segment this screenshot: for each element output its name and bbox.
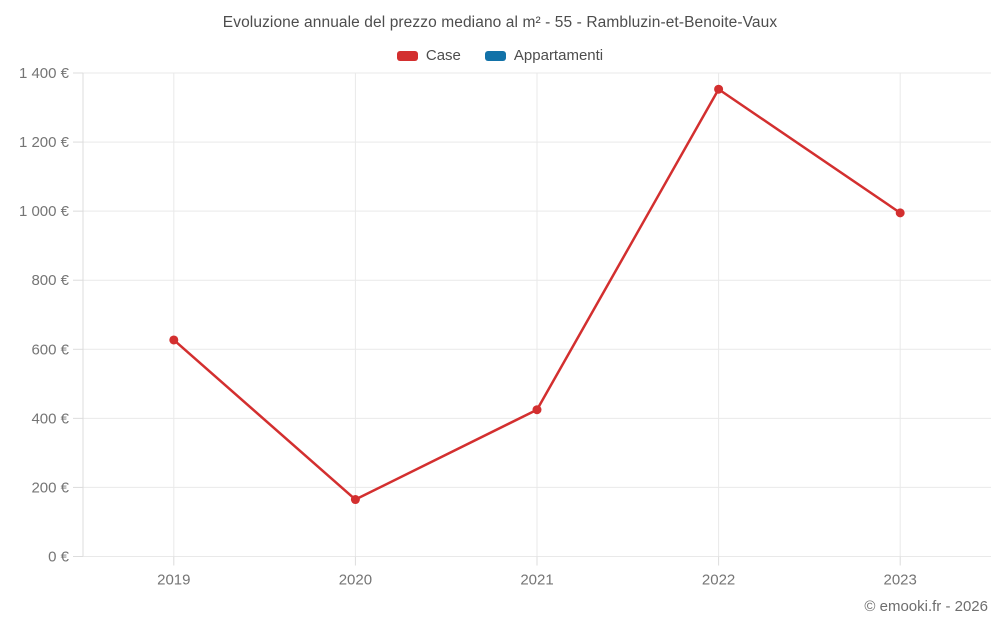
data-point[interactable] xyxy=(350,495,360,505)
legend-label-case: Case xyxy=(425,47,461,64)
y-tick-label: 1 400 € xyxy=(19,65,70,82)
y-tick-label: 1 200 € xyxy=(19,134,70,151)
data-point[interactable] xyxy=(714,84,724,94)
legend-item-case[interactable]: Case xyxy=(396,47,461,64)
x-tick-label: 2022 xyxy=(702,572,735,589)
legend-label-appartamenti: Appartamenti xyxy=(513,47,604,64)
chart-legend: Case Appartamenti xyxy=(0,47,1000,64)
x-tick-label: 2020 xyxy=(339,572,372,589)
y-tick-label: 800 € xyxy=(31,272,69,289)
case-swatch-icon xyxy=(396,50,418,61)
y-tick-label: 400 € xyxy=(31,410,69,427)
appartamenti-swatch-icon xyxy=(484,50,506,61)
data-point[interactable] xyxy=(532,405,542,415)
x-tick-label: 2019 xyxy=(157,572,190,589)
data-point[interactable] xyxy=(169,335,179,345)
y-tick-label: 1 000 € xyxy=(19,203,70,220)
x-tick-label: 2023 xyxy=(884,572,917,589)
legend-item-appartamenti[interactable]: Appartamenti xyxy=(484,47,604,64)
copyright-footer: © emooki.fr - 2026 xyxy=(864,598,988,615)
x-tick-label: 2021 xyxy=(520,572,553,589)
y-tick-label: 200 € xyxy=(31,479,69,496)
y-tick-label: 0 € xyxy=(48,549,70,566)
y-tick-label: 600 € xyxy=(31,341,69,358)
data-point[interactable] xyxy=(895,208,905,218)
chart-title: Evoluzione annuale del prezzo mediano al… xyxy=(222,14,778,31)
